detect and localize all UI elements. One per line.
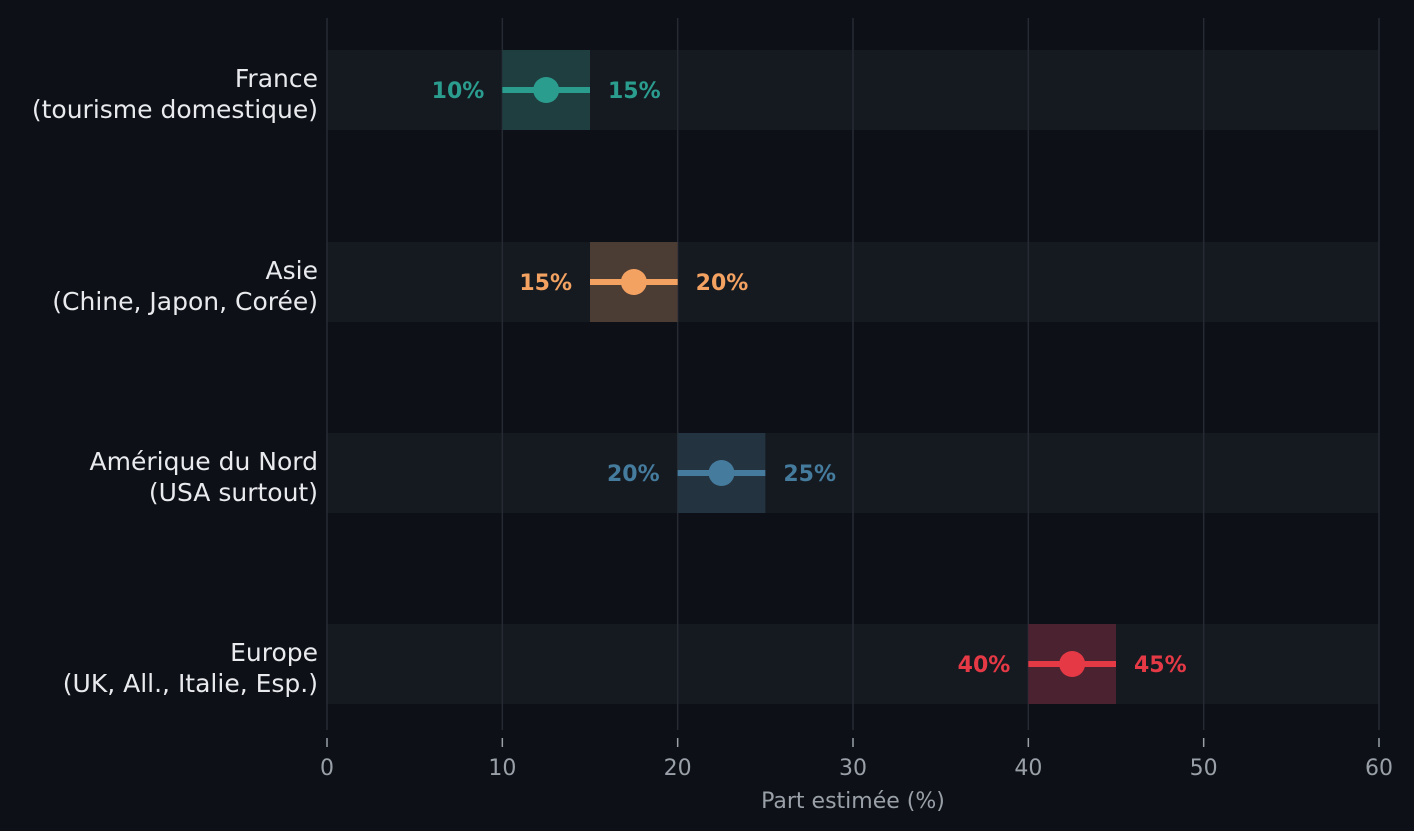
category-label-line2: (Chine, Japon, Corée) [52,287,318,316]
x-axis-title: Part estimée (%) [761,789,945,814]
midpoint-marker [533,77,560,103]
x-tick-label: 60 [1365,756,1393,781]
category-row: 15% 20% Asie(Chine, Japon, Corée) [52,242,748,322]
range-low-label: 10% [432,79,485,104]
x-axis: 0 10 20 30 40 50 60 [320,738,1393,781]
x-tick-label: 40 [1014,756,1042,781]
x-tick-label: 10 [488,756,516,781]
x-tick-label: 0 [320,756,334,781]
category-label-line1: Amérique du Nord [90,447,318,476]
category-label-line1: Europe [230,638,318,667]
category-label-line2: (UK, All., Italie, Esp.) [63,669,318,698]
midpoint-marker [708,460,735,486]
category-label-line2: (tourisme domestique) [32,95,318,124]
chart-rows: 10% 15% France(tourisme domestique) 15% 20% A… [32,50,1187,704]
category-row: 10% 15% France(tourisme domestique) [32,50,661,130]
category-label-line1: Asie [266,256,318,285]
grid [326,18,1380,730]
range-high-label: 20% [696,271,749,296]
x-tick-label: 20 [664,756,692,781]
range-high-label: 45% [1134,653,1187,678]
category-row: 40% 45% Europe(UK, All., Italie, Esp.) [63,624,1187,704]
range-high-label: 25% [783,462,836,487]
category-label-line1: France [235,64,318,93]
range-low-label: 40% [958,653,1011,678]
x-tick-label: 50 [1190,756,1218,781]
x-tick-label: 30 [839,756,867,781]
range-low-label: 20% [607,462,660,487]
range-high-label: 15% [608,79,661,104]
range-low-label: 15% [519,271,572,296]
midpoint-marker [1059,651,1086,677]
midpoint-marker [620,269,647,295]
category-row: 20% 25% Amérique du Nord(USA surtout) [90,433,836,513]
category-label-line2: (USA surtout) [149,478,318,507]
